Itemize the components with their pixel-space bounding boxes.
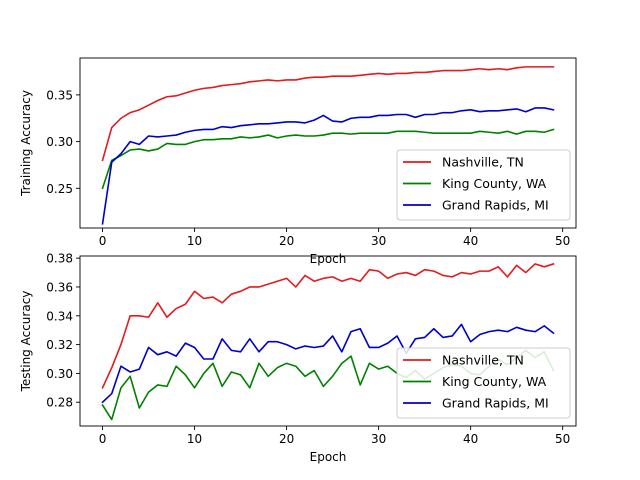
legend: Nashville, TN King County, WA Grand Rapids… bbox=[396, 149, 571, 221]
legend: Nashville, TN King County, WA Grand Rapids… bbox=[396, 347, 571, 419]
x-tick-label: 30 bbox=[371, 234, 386, 248]
y-tick-label: 0.28 bbox=[46, 396, 73, 410]
series-line-2 bbox=[101, 128, 555, 190]
y-tick-label: 0.32 bbox=[46, 338, 73, 352]
legend-box bbox=[396, 347, 571, 419]
x-tick-label: 20 bbox=[279, 432, 294, 446]
legend-label-1: Nashville, TN bbox=[442, 353, 524, 368]
series-line-1 bbox=[101, 66, 555, 162]
x-tick-label: 50 bbox=[555, 432, 570, 446]
series-line-1 bbox=[101, 262, 555, 389]
legend-label-2: King County, WA bbox=[442, 176, 547, 191]
y-axis-label: Testing Accuracy bbox=[19, 291, 33, 393]
x-tick-label: 20 bbox=[279, 234, 294, 248]
series-line-3 bbox=[101, 107, 555, 225]
x-axis-label: Epoch bbox=[310, 450, 347, 464]
legend-label-2: King County, WA bbox=[442, 374, 547, 389]
legend-label-3: Grand Rapids, MI bbox=[442, 198, 549, 213]
y-tick-label: 0.34 bbox=[46, 309, 73, 323]
x-tick-label: 0 bbox=[99, 234, 107, 248]
y-tick-label: 0.38 bbox=[46, 252, 73, 266]
x-tick-label: 30 bbox=[371, 432, 386, 446]
chart-panel-1: 0 10 20 30 40 50 0.25 0.30 0.35 Epoch Training Acc… bbox=[19, 57, 577, 266]
legend-label-3: Grand Rapids, MI bbox=[442, 396, 549, 411]
x-tick-label: 40 bbox=[463, 234, 478, 248]
y-tick-label: 0.25 bbox=[46, 182, 73, 196]
x-tick-label: 10 bbox=[187, 234, 202, 248]
x-tick-label: 10 bbox=[187, 432, 202, 446]
axes-frame bbox=[79, 57, 577, 229]
x-axis-label: Epoch bbox=[310, 252, 347, 266]
chart-panel-2: 0 10 20 30 40 50 0.28 0.30 0.32 0.34 0.36 0.38 Epoch… bbox=[19, 252, 577, 464]
y-tick-label: 0.30 bbox=[46, 367, 73, 381]
x-tick-label: 40 bbox=[463, 432, 478, 446]
y-tick-label: 0.30 bbox=[46, 135, 73, 149]
axes-frame bbox=[79, 255, 577, 427]
x-tick-label: 50 bbox=[555, 234, 570, 248]
y-tick-label: 0.35 bbox=[46, 88, 73, 102]
series-group bbox=[101, 66, 555, 225]
legend-box bbox=[396, 149, 571, 221]
y-tick-label: 0.36 bbox=[46, 280, 73, 294]
series-line-3 bbox=[101, 323, 555, 404]
legend-label-1: Nashville, TN bbox=[442, 155, 524, 170]
x-tick-label: 0 bbox=[99, 432, 107, 446]
y-axis-label: Training Accuracy bbox=[19, 90, 33, 197]
